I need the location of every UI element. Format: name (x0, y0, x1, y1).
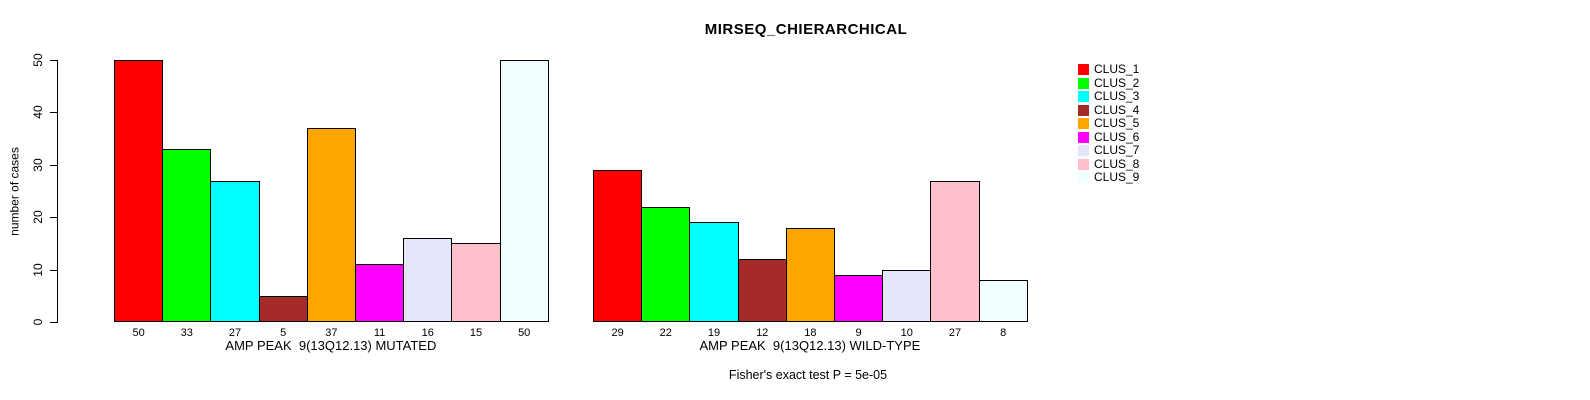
bar-clus_4-group2 (737, 259, 787, 322)
x-axis-group-label: AMP PEAK 9(13Q12.13) WILD-TYPE (699, 338, 921, 353)
bar-value-label: 19 (707, 327, 721, 339)
bar-value-label: 8 (1000, 327, 1007, 339)
bar-clus_6-group1 (355, 264, 405, 322)
legend-item-clus_5: CLUS_5 (1078, 116, 1140, 131)
y-tick-label: 30 (31, 158, 45, 172)
bar-clus_2-group1 (162, 149, 212, 322)
legend-item-clus_9: CLUS_9 (1078, 170, 1140, 185)
bar-clus_1-group1 (114, 60, 164, 322)
bar-value-label: 9 (855, 327, 862, 339)
legend-item-clus_3: CLUS_3 (1078, 89, 1140, 104)
legend-label: CLUS_3 (1094, 89, 1140, 103)
bar-clus_9-group2 (978, 280, 1028, 322)
bar-clus_7-group1 (403, 238, 453, 322)
legend-label: CLUS_8 (1094, 156, 1140, 171)
y-tick-label: 0 (31, 318, 45, 326)
y-tick-label: 20 (31, 210, 45, 224)
bar-clus_5-group1 (306, 128, 356, 322)
y-axis-line (57, 60, 58, 323)
legend-label: CLUS_4 (1094, 102, 1140, 117)
y-tick-label: 40 (31, 105, 45, 120)
bar-value-label: 27 (948, 327, 962, 339)
legend-label: CLUS_2 (1094, 75, 1140, 90)
legend-swatch (1078, 158, 1089, 170)
legend-swatch (1078, 131, 1089, 143)
bar-clus_4-group1 (258, 295, 308, 322)
legend-swatch (1078, 77, 1089, 89)
y-tick-mark (50, 269, 57, 271)
bar-value-label: 11 (373, 327, 386, 339)
bar-clus_7-group2 (882, 269, 932, 322)
annotation-text: Fisher's exact test P = 5e-05 (728, 368, 888, 382)
legend-swatch (1078, 172, 1089, 184)
legend-label: CLUS_7 (1094, 143, 1140, 157)
bar-value-label: 29 (611, 327, 624, 339)
bar-value-label: 50 (518, 327, 531, 339)
y-tick-mark (50, 164, 57, 166)
bar-value-label: 15 (469, 327, 483, 339)
legend: CLUS_1 CLUS_2 CLUS_3 CLUS_4 CLUS_5 CLUS_6 CLUS… (1078, 62, 1140, 185)
bar-value-label: 22 (659, 327, 672, 339)
bar-value-label: 37 (325, 327, 338, 339)
legend-label: CLUS_5 (1094, 116, 1140, 130)
y-tick-mark (50, 60, 57, 61)
legend-item-clus_2: CLUS_2 (1078, 75, 1140, 91)
y-tick-label: 50 (31, 53, 45, 67)
bar-clus_1-group2 (593, 170, 643, 322)
legend-label: CLUS_1 (1094, 62, 1140, 76)
legend-swatch (1078, 104, 1089, 116)
y-tick-mark (50, 322, 57, 323)
bar-value-label: 50 (132, 327, 145, 339)
bar-value-label: 10 (900, 327, 913, 339)
legend-item-clus_4: CLUS_4 (1078, 102, 1140, 118)
bar-clus_6-group2 (834, 274, 884, 322)
bar-value-label: 27 (228, 327, 242, 339)
bar-value-label: 33 (180, 327, 193, 339)
x-axis-group-label: AMP PEAK 9(13Q12.13) MUTATED (225, 338, 437, 353)
legend-swatch (1078, 91, 1089, 103)
bar-clus_9-group1 (499, 60, 549, 322)
legend-label: CLUS_9 (1094, 170, 1140, 184)
bar-clus_8-group2 (930, 180, 980, 322)
legend-item-clus_1: CLUS_1 (1078, 62, 1140, 77)
bar-clus_3-group1 (210, 180, 260, 322)
bar-clus_8-group1 (451, 243, 501, 322)
y-tick-label: 10 (31, 262, 45, 277)
legend-swatch (1078, 145, 1089, 157)
bar-value-label: 16 (421, 327, 434, 339)
y-axis-title: number of cases (7, 147, 22, 236)
bar-clus_3-group2 (689, 222, 739, 322)
y-tick-mark (50, 217, 57, 219)
y-tick-mark (50, 112, 57, 114)
legend-item-clus_6: CLUS_6 (1078, 129, 1140, 145)
chart-title: MIRSEQ_CHIERARCHICAL (704, 21, 908, 38)
bar-value-label: 12 (756, 327, 769, 339)
legend-swatch (1078, 64, 1089, 76)
legend-item-clus_8: CLUS_8 (1078, 156, 1140, 172)
legend-swatch (1078, 118, 1089, 130)
bar-clus_5-group2 (785, 227, 835, 322)
legend-item-clus_7: CLUS_7 (1078, 143, 1140, 158)
bar-clus_2-group2 (641, 206, 691, 322)
legend-label: CLUS_6 (1094, 129, 1140, 144)
bar-value-label: 5 (280, 327, 287, 339)
bar-value-label: 18 (804, 327, 817, 339)
